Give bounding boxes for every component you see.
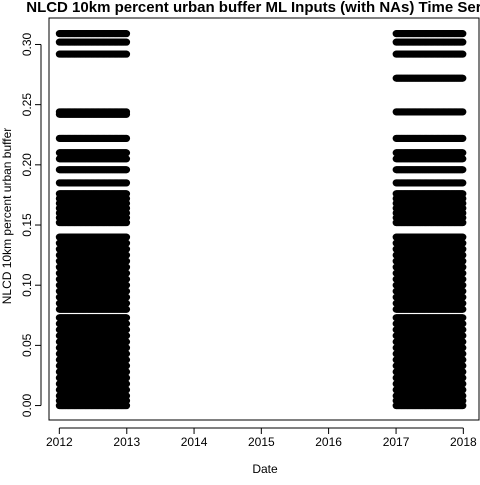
x-axis-label: Date [252, 462, 278, 476]
series-1 [55, 30, 131, 410]
chart-title: NLCD 10km percent urban buffer ML Inputs… [26, 0, 480, 16]
data-points [55, 30, 467, 410]
plot-frame [48, 17, 480, 421]
y-axis-label: NLCD 10km percent urban buffer [0, 128, 14, 305]
